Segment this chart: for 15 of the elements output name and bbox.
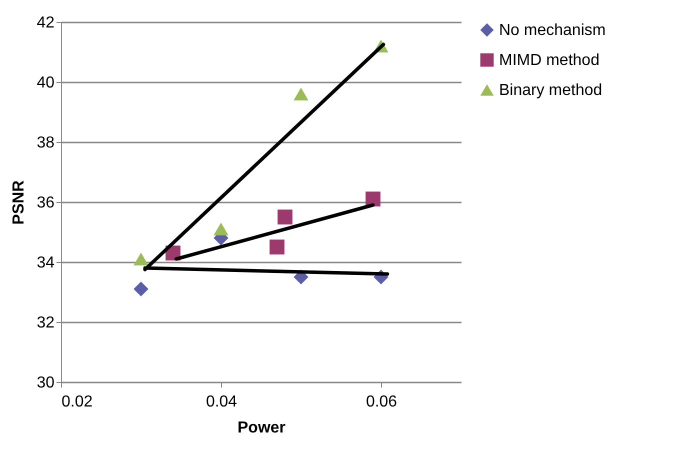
y-tick-label: 30	[36, 374, 55, 392]
x-tick-label: 0.04	[206, 394, 238, 410]
y-tick-label: 42	[36, 14, 55, 32]
legend-label: No mechanism	[499, 22, 606, 39]
x-tick-label: 0.06	[366, 394, 398, 410]
y-tick-label: 38	[36, 134, 55, 152]
y-tick-label: 34	[36, 254, 55, 272]
y-axis-title: PSNR	[10, 180, 28, 225]
legend-label: Binary method	[499, 82, 602, 99]
y-tick-label: 40	[36, 74, 55, 92]
legend-label: MIMD method	[499, 52, 600, 69]
y-tick-label: 32	[36, 314, 55, 332]
x-tick-label: 0.02	[62, 394, 93, 410]
x-axis-title: Power	[237, 420, 286, 436]
y-tick-label: 36	[36, 194, 55, 212]
